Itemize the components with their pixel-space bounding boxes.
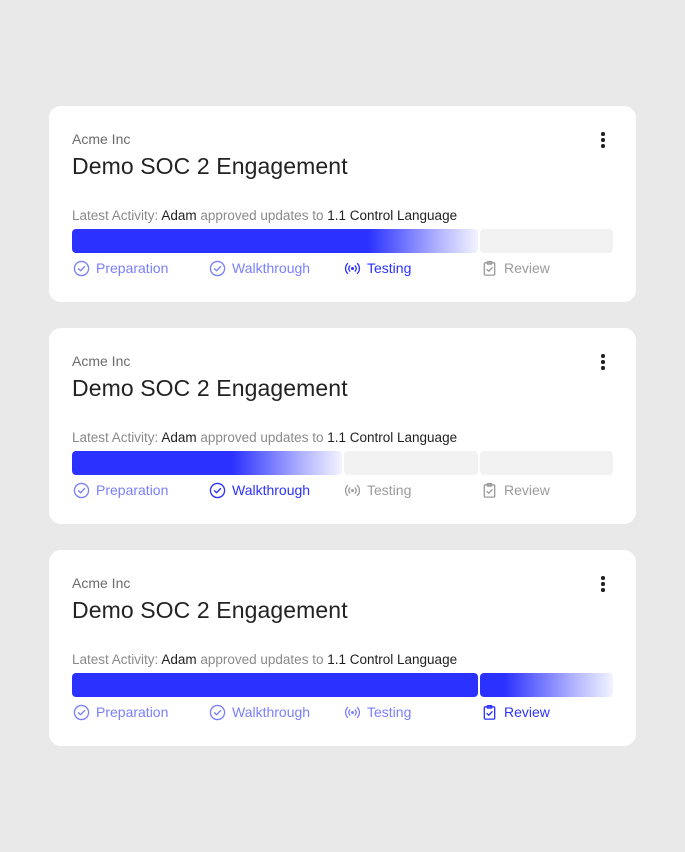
more-vertical-icon[interactable] — [593, 352, 613, 372]
more-vertical-icon[interactable] — [593, 574, 613, 594]
progress-segment-walkthrough — [206, 229, 344, 253]
step-walkthrough[interactable]: Walkthrough — [209, 702, 310, 722]
engagement-card[interactable]: Acme Inc Demo SOC 2 Engagement Latest Ac… — [49, 106, 636, 302]
engagement-title[interactable]: Demo SOC 2 Engagement — [72, 597, 348, 623]
step-label: Testing — [367, 482, 412, 498]
step-label: Walkthrough — [232, 260, 311, 276]
progress-segment-preparation — [72, 229, 206, 253]
activity-user: Adam — [161, 208, 197, 223]
activity-action: approved updates to — [200, 430, 324, 445]
activity-item: 1.1 Control Language — [327, 652, 458, 667]
step-label: Preparation — [96, 482, 169, 498]
progress-segment-review — [480, 229, 613, 253]
step-label: Review — [504, 482, 550, 498]
progress-segment-walkthrough — [206, 673, 344, 697]
check-circle-icon — [209, 704, 226, 721]
step-label: Walkthrough — [232, 704, 311, 720]
step-testing[interactable]: Testing — [344, 702, 411, 722]
organization-name: Acme Inc — [72, 575, 131, 591]
clipboard-check-icon — [481, 260, 498, 277]
broadcast-icon — [344, 260, 361, 277]
engagement-title[interactable]: Demo SOC 2 Engagement — [72, 153, 348, 179]
activity-prefix: Latest Activity: — [72, 208, 159, 223]
activity-user: Adam — [161, 430, 197, 445]
organization-name: Acme Inc — [72, 131, 131, 147]
activity-action: approved updates to — [200, 208, 324, 223]
step-testing[interactable]: Testing — [344, 258, 411, 278]
step-label: Review — [504, 260, 550, 276]
check-circle-icon — [73, 704, 90, 721]
organization-name: Acme Inc — [72, 353, 131, 369]
latest-activity: Latest Activity: Adam approved updates t… — [72, 652, 457, 667]
activity-prefix: Latest Activity: — [72, 430, 159, 445]
broadcast-icon — [344, 704, 361, 721]
step-walkthrough[interactable]: Walkthrough — [209, 480, 310, 500]
check-circle-icon — [73, 260, 90, 277]
progress-segment-walkthrough — [208, 451, 342, 475]
step-review[interactable]: Review — [481, 480, 550, 500]
step-preparation[interactable]: Preparation — [73, 258, 168, 278]
progress-segment-testing — [344, 229, 478, 253]
activity-item: 1.1 Control Language — [327, 208, 458, 223]
clipboard-check-icon — [481, 704, 498, 721]
step-preparation[interactable]: Preparation — [73, 480, 168, 500]
latest-activity: Latest Activity: Adam approved updates t… — [72, 208, 457, 223]
step-walkthrough[interactable]: Walkthrough — [209, 258, 310, 278]
activity-prefix: Latest Activity: — [72, 652, 159, 667]
step-label: Preparation — [96, 260, 169, 276]
step-label: Preparation — [96, 704, 169, 720]
step-label: Testing — [367, 704, 412, 720]
engagement-title[interactable]: Demo SOC 2 Engagement — [72, 375, 348, 401]
progress-segment-testing — [344, 673, 478, 697]
activity-action: approved updates to — [200, 652, 324, 667]
more-vertical-icon[interactable] — [593, 130, 613, 150]
engagement-card[interactable]: Acme Inc Demo SOC 2 Engagement Latest Ac… — [49, 550, 636, 746]
step-testing[interactable]: Testing — [344, 480, 411, 500]
step-preparation[interactable]: Preparation — [73, 702, 168, 722]
broadcast-icon — [344, 482, 361, 499]
progress-segment-review — [480, 673, 613, 697]
progress-segment-preparation — [72, 451, 208, 475]
check-circle-icon — [209, 482, 226, 499]
step-review[interactable]: Review — [481, 702, 550, 722]
check-circle-icon — [73, 482, 90, 499]
progress-segment-testing — [344, 451, 478, 475]
step-label: Review — [504, 704, 550, 720]
step-review[interactable]: Review — [481, 258, 550, 278]
engagement-card[interactable]: Acme Inc Demo SOC 2 Engagement Latest Ac… — [49, 328, 636, 524]
step-label: Testing — [367, 260, 412, 276]
progress-segment-preparation — [72, 673, 208, 697]
check-circle-icon — [209, 260, 226, 277]
clipboard-check-icon — [481, 482, 498, 499]
latest-activity: Latest Activity: Adam approved updates t… — [72, 430, 457, 445]
activity-item: 1.1 Control Language — [327, 430, 458, 445]
activity-user: Adam — [161, 652, 197, 667]
progress-segment-review — [480, 451, 613, 475]
step-label: Walkthrough — [232, 482, 311, 498]
